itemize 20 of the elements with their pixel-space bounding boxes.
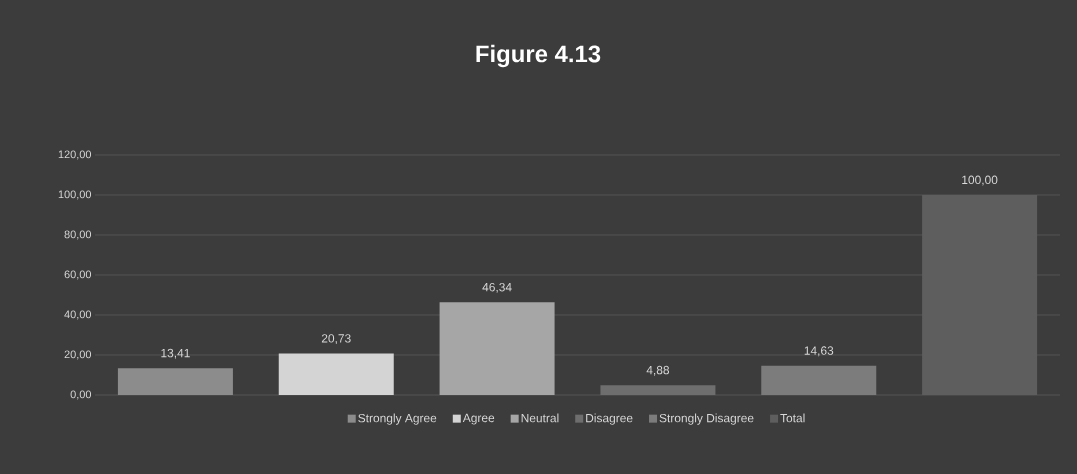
y-tick-label: 120,00 (58, 150, 92, 160)
legend-label: Total (780, 413, 805, 423)
data-label: 20,73 (321, 334, 351, 345)
legend-label: Agree (462, 413, 495, 425)
data-label: 100,00 (962, 175, 998, 186)
y-tick-label: 80,00 (64, 230, 92, 240)
data-label: 13,41 (161, 348, 190, 359)
data-label: 14,63 (804, 346, 834, 357)
chart-title: Figure 4.13 (476, 44, 601, 68)
legend-label: Strongly Agree (358, 413, 437, 425)
legend-label: Strongly Disagree (659, 413, 754, 425)
y-tick-label: 0,00 (70, 390, 92, 400)
y-tick-label: 100,00 (58, 190, 92, 200)
y-tick-label: 60,00 (64, 270, 92, 280)
data-label: 4,88 (646, 365, 670, 376)
data-label: 46,34 (482, 282, 512, 293)
y-tick-label: 20,00 (64, 350, 92, 360)
legend-label: Neutral (521, 413, 559, 423)
y-tick-label: 40,00 (64, 310, 92, 320)
legend-label: Disagree (586, 413, 633, 425)
